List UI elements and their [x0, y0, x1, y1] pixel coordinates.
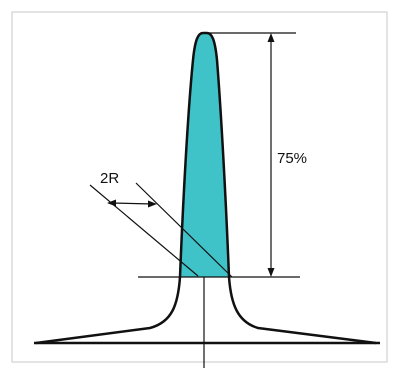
height-arrow-bottom — [267, 268, 275, 277]
height-label: 75% — [277, 150, 307, 167]
tangent-line-left — [89, 184, 199, 277]
upper-region-fill — [180, 33, 229, 277]
width-arrow-left — [107, 199, 116, 207]
width-dimension-line — [110, 202, 154, 205]
width-arrow-right — [148, 200, 157, 208]
tangent-line-right — [135, 182, 233, 278]
height-arrow-top — [267, 33, 275, 42]
width-label: 2R — [100, 170, 119, 187]
diagram-frame — [11, 11, 388, 363]
